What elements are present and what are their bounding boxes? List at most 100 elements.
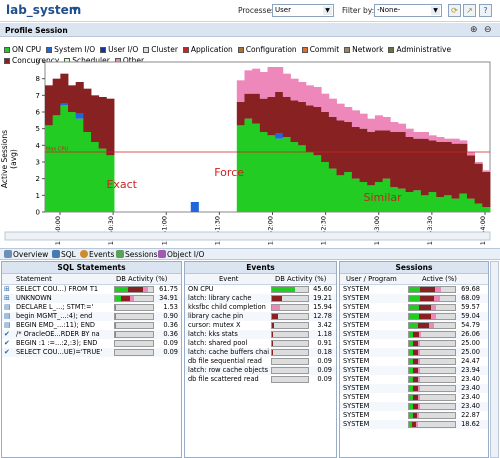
- list-item[interactable]: SYSTEM 69.68: [340, 285, 488, 294]
- bar-segment-concurrency: [436, 142, 445, 197]
- refresh-icon[interactable]: ⟳: [448, 4, 461, 17]
- list-item[interactable]: library cache pin 12.78: [185, 312, 336, 321]
- tab-object-io[interactable]: Object I/O: [158, 250, 204, 259]
- legend-item[interactable]: Concurrency: [4, 55, 59, 66]
- bar-segment-concurrency: [374, 130, 383, 182]
- list-item[interactable]: SYSTEM 23.40: [340, 393, 488, 402]
- list-item[interactable]: SYSTEM 24.47: [340, 357, 488, 366]
- filter-select[interactable]: -None- ▼: [374, 4, 442, 17]
- chevron-down-icon[interactable]: ▼: [72, 5, 79, 14]
- bar-segment-system-i-o: [190, 202, 199, 212]
- list-item[interactable]: db file scattered read 0.09: [185, 375, 336, 384]
- tab-events[interactable]: Events: [80, 250, 114, 259]
- list-item[interactable]: ▤ DECLARE L_...; STMT:=' 1.53: [2, 303, 181, 312]
- activity-bar: [271, 349, 309, 356]
- list-item[interactable]: kksfbc child completion 15.94: [185, 303, 336, 312]
- events-col-activity[interactable]: DB Activity (%): [275, 275, 327, 283]
- bar-segment-other: [474, 162, 483, 164]
- list-item[interactable]: latch: kks stats 1.18: [185, 330, 336, 339]
- activity-bar: [408, 403, 456, 410]
- list-item[interactable]: latch: row cache objects 0.09: [185, 366, 336, 375]
- x-tick-label: 12:50:00: [54, 216, 62, 245]
- legend-item[interactable]: Administrative: [388, 44, 451, 55]
- sql-check-icon[interactable]: ✔: [4, 348, 10, 356]
- sessions-col-active[interactable]: Active (%): [422, 275, 457, 283]
- row-label: db file sequential read: [188, 357, 262, 365]
- list-item[interactable]: ⊞ UNKNOWN 34.91: [2, 294, 181, 303]
- activity-chart[interactable]: 0 1 2 3 4 5 6 7 8 9 Max CPU 12:50:00 12:50:30 12:51:0…: [0, 60, 500, 248]
- list-item[interactable]: SYSTEM 59.04: [340, 312, 488, 321]
- bar-segment-on-cpu: [98, 148, 107, 212]
- list-item[interactable]: ON CPU 45.60: [185, 285, 336, 294]
- sessions-col-user[interactable]: User / Program: [346, 275, 397, 283]
- row-label: SYSTEM: [343, 285, 370, 293]
- list-item[interactable]: latch: library cache 19.21: [185, 294, 336, 303]
- activity-bar-segment: [413, 341, 419, 346]
- zoom-in-icon[interactable]: ⊕: [470, 25, 478, 35]
- expand-icon[interactable]: ⊞: [4, 285, 10, 293]
- help-icon[interactable]: ?: [479, 4, 492, 17]
- bar-segment-on-cpu: [305, 152, 314, 212]
- legend-item[interactable]: Commit: [301, 44, 339, 55]
- zoom-out-icon[interactable]: ⊖: [484, 25, 492, 35]
- list-item[interactable]: SYSTEM 23.94: [340, 366, 488, 375]
- legend-item[interactable]: Network: [344, 44, 383, 55]
- list-item[interactable]: SYSTEM 25.00: [340, 348, 488, 357]
- list-item[interactable]: ✔ BEGIN :1 :=...:2,:3); END 0.09: [2, 339, 181, 348]
- list-item[interactable]: SYSTEM 68.09: [340, 294, 488, 303]
- list-item[interactable]: db file sequential read 0.09: [185, 357, 336, 366]
- tab-sessions[interactable]: Sessions: [116, 250, 158, 259]
- sql-col-statement[interactable]: Statement: [16, 275, 52, 283]
- list-item[interactable]: SYSTEM 23.40: [340, 402, 488, 411]
- tab-sql[interactable]: SQL: [52, 250, 76, 259]
- legend-item[interactable]: User I/O: [100, 44, 138, 55]
- row-value: 18.62: [461, 420, 480, 428]
- plsql-icon[interactable]: ▤: [4, 321, 11, 329]
- activity-bar-segment: [409, 404, 413, 409]
- sessions-scrollbar[interactable]: [490, 261, 499, 458]
- sql-col-activity[interactable]: DB Activity (%): [116, 275, 168, 283]
- list-item[interactable]: SYSTEM 54.79: [340, 321, 488, 330]
- list-item[interactable]: SYSTEM 59.57: [340, 303, 488, 312]
- list-item[interactable]: SYSTEM 18.62: [340, 420, 488, 429]
- sql-check-icon[interactable]: ✔: [4, 339, 10, 347]
- app-title[interactable]: lab_system: [6, 3, 82, 17]
- bar-segment-on-cpu: [436, 197, 445, 212]
- row-label: ON CPU: [188, 285, 214, 293]
- activity-bar-segment: [417, 377, 420, 382]
- legend-item[interactable]: Application: [182, 44, 233, 55]
- bar-segment-on-cpu: [397, 188, 407, 212]
- events-col-event[interactable]: Event: [219, 275, 239, 283]
- export-icon[interactable]: ↗: [463, 4, 476, 17]
- row-value: 23.40: [461, 375, 480, 383]
- plsql-icon[interactable]: ▤: [4, 312, 11, 320]
- list-item[interactable]: ⊞ SELECT COU...) FROM T1 61.75: [2, 285, 181, 294]
- activity-bar: [408, 349, 456, 356]
- list-item[interactable]: SYSTEM 23.40: [340, 375, 488, 384]
- list-item[interactable]: SYSTEM 25.00: [340, 339, 488, 348]
- plsql-icon[interactable]: ▤: [4, 303, 11, 311]
- row-label: SELECT COU...) FROM T1: [16, 285, 99, 293]
- list-item[interactable]: latch: cache buffers chains 0.18: [185, 348, 336, 357]
- bar-segment-concurrency: [428, 140, 437, 192]
- legend-item[interactable]: Cluster: [143, 44, 178, 55]
- list-item[interactable]: ✔ /* OracleOE...RDER BY na 0.36: [2, 330, 181, 339]
- processes-select[interactable]: User ▼: [272, 4, 334, 17]
- expand-icon[interactable]: ⊞: [4, 294, 10, 302]
- legend-item[interactable]: ON CPU: [4, 44, 41, 55]
- list-item[interactable]: SYSTEM 26.06: [340, 330, 488, 339]
- sql-check-icon[interactable]: ✔: [4, 330, 10, 338]
- list-item[interactable]: SYSTEM 22.87: [340, 411, 488, 420]
- list-item[interactable]: ▤ BEGIN EMD_...:11); END 0.36: [2, 321, 181, 330]
- list-item[interactable]: latch: shared pool 0.91: [185, 339, 336, 348]
- list-item[interactable]: cursor: mutex X 3.42: [185, 321, 336, 330]
- row-label: SYSTEM: [343, 339, 370, 347]
- row-value: 24.47: [461, 357, 480, 365]
- legend-item[interactable]: System I/O: [46, 44, 95, 55]
- list-item[interactable]: ▤ begin MGMT_...:4); end 0.90: [2, 312, 181, 321]
- list-item[interactable]: SYSTEM 23.40: [340, 384, 488, 393]
- row-value: 68.09: [461, 294, 480, 302]
- tab-overview[interactable]: Overview: [4, 250, 48, 259]
- legend-item[interactable]: Configuration: [237, 44, 297, 55]
- list-item[interactable]: ✔ SELECT COU...UE)='TRUE' 0.09: [2, 348, 181, 357]
